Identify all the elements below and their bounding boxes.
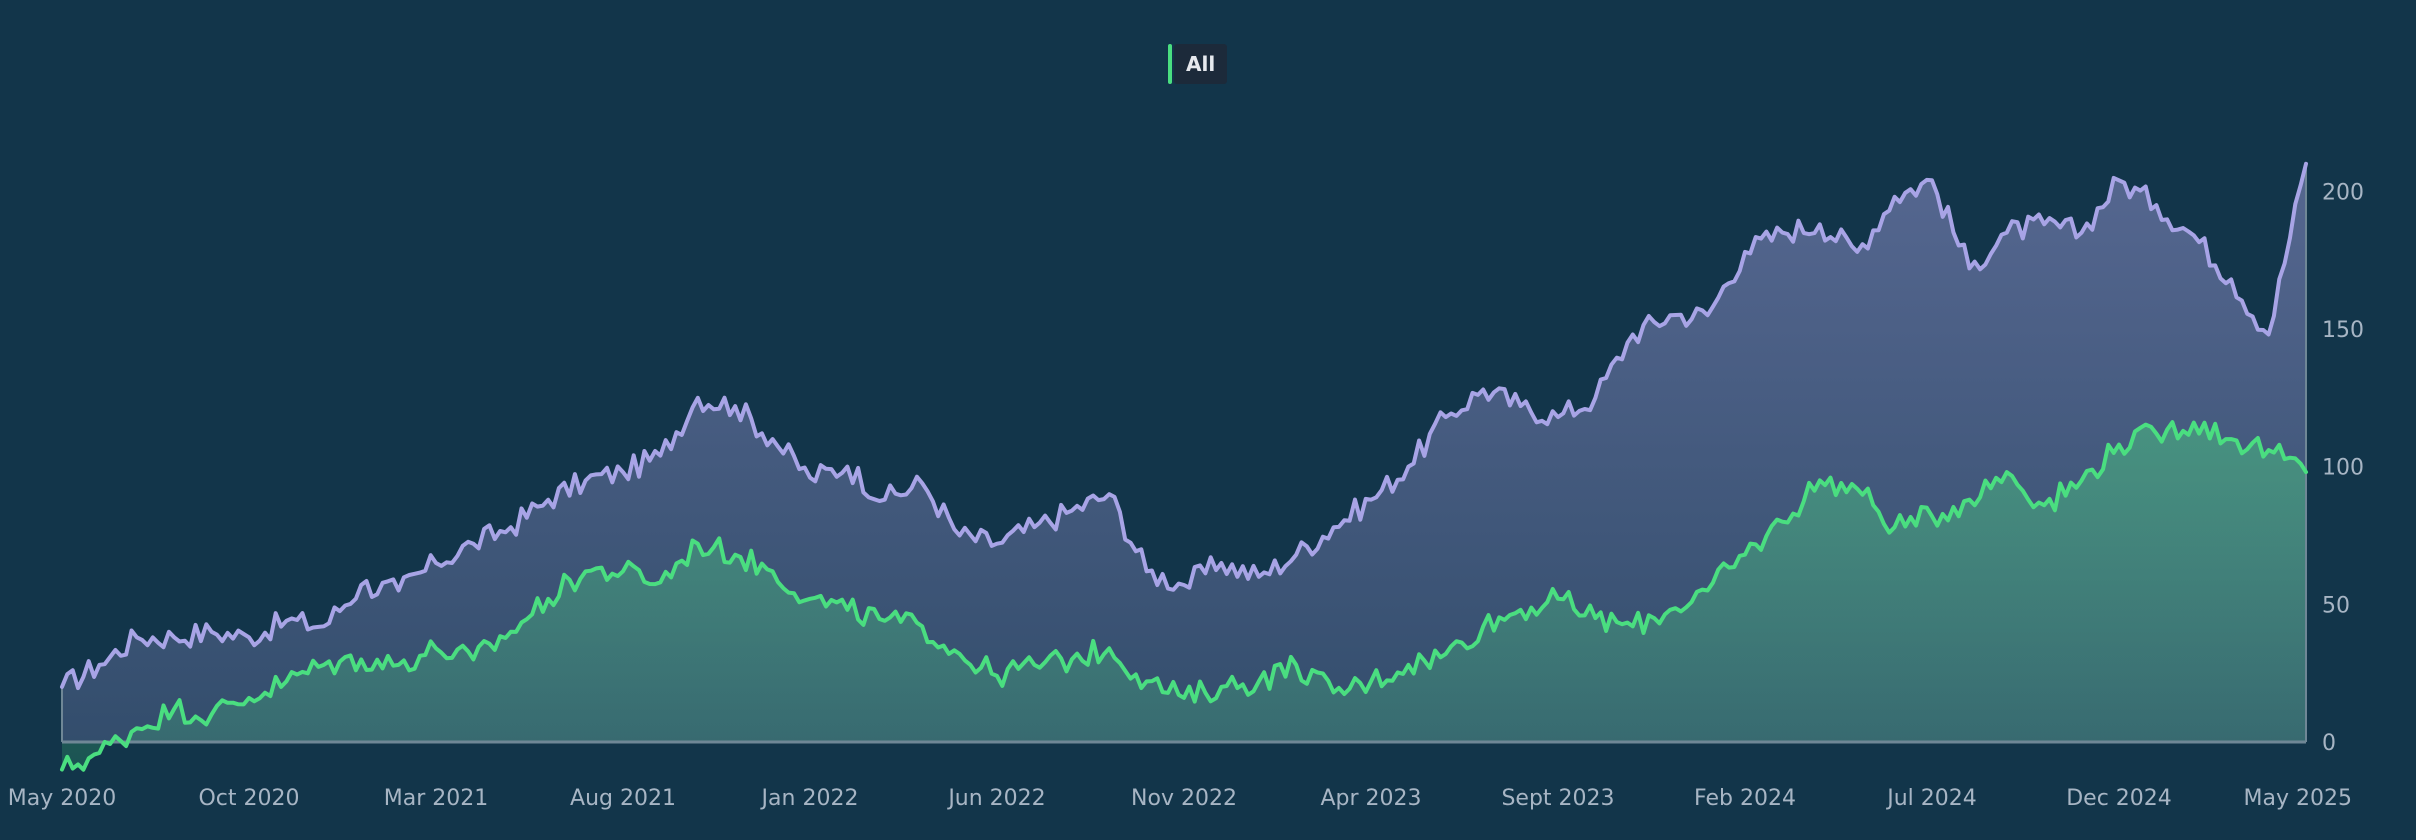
x-tick-label: Jun 2022 [946,786,1045,811]
series-areas [62,163,2306,770]
x-tick-label: May 2020 [8,786,116,811]
x-tick-label: May 2025 [2244,786,2352,811]
x-tick-label: Jan 2022 [760,786,859,811]
series-2-line[interactable] [60,420,2308,772]
series-1-line[interactable] [60,161,2308,691]
legend[interactable]: All [1168,44,1228,84]
series-2-area [62,422,2306,770]
x-tick-label: Nov 2022 [1131,786,1237,811]
x-tick-label: Aug 2021 [570,786,676,811]
y-tick-label: 50 [2322,593,2350,618]
x-tick-label: Oct 2020 [198,786,299,811]
axes [61,163,2307,744]
x-tick-label: Dec 2024 [2066,786,2172,811]
y-tick-label: 0 [2322,731,2336,756]
x-tick-label: Feb 2024 [1694,786,1796,811]
x-tick-label: Jul 2024 [1885,786,1977,811]
x-tick-label: Apr 2023 [1320,786,1421,811]
x-tick-label: Mar 2021 [384,786,489,811]
x-tick-label: Sept 2023 [1501,786,1614,811]
legend-label-all[interactable]: All [1174,44,1228,84]
series-lines [60,161,2308,772]
y-tick-label: 100 [2322,456,2364,481]
legend-swatch [1168,44,1172,84]
y-tick-label: 150 [2322,318,2364,343]
tick-labels: May 2020 Oct 2020 Mar 2021 Aug 2021 Jan 2022… [8,180,2364,811]
y-tick-label: 200 [2322,180,2364,205]
